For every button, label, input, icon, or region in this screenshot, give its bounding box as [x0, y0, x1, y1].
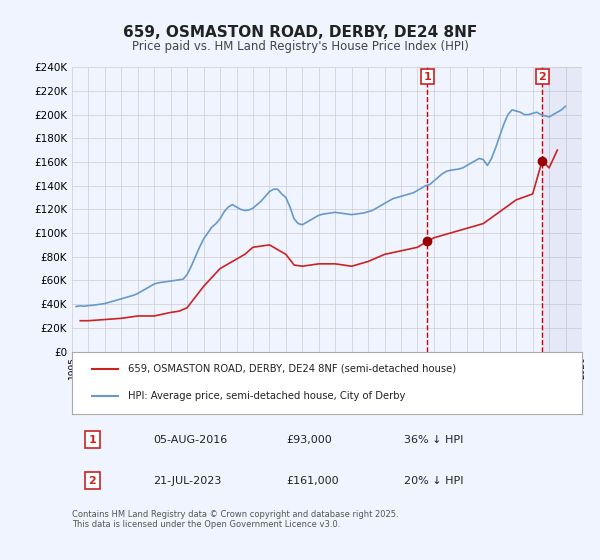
Text: £93,000: £93,000 — [286, 435, 332, 445]
Text: HPI: Average price, semi-detached house, City of Derby: HPI: Average price, semi-detached house,… — [128, 391, 406, 401]
Text: 21-JUL-2023: 21-JUL-2023 — [154, 475, 222, 486]
Text: £161,000: £161,000 — [286, 475, 339, 486]
Text: 36% ↓ HPI: 36% ↓ HPI — [404, 435, 463, 445]
Text: Contains HM Land Registry data © Crown copyright and database right 2025.
This d: Contains HM Land Registry data © Crown c… — [72, 510, 398, 529]
Text: 05-AUG-2016: 05-AUG-2016 — [154, 435, 228, 445]
Text: 659, OSMASTON ROAD, DERBY, DE24 8NF: 659, OSMASTON ROAD, DERBY, DE24 8NF — [123, 25, 477, 40]
Text: 20% ↓ HPI: 20% ↓ HPI — [404, 475, 463, 486]
Text: 2: 2 — [538, 72, 546, 82]
Text: 1: 1 — [89, 435, 96, 445]
Text: Price paid vs. HM Land Registry's House Price Index (HPI): Price paid vs. HM Land Registry's House … — [131, 40, 469, 53]
Bar — [542, 67, 582, 352]
Text: 2: 2 — [89, 475, 96, 486]
Text: 1: 1 — [424, 72, 431, 82]
Text: 659, OSMASTON ROAD, DERBY, DE24 8NF (semi-detached house): 659, OSMASTON ROAD, DERBY, DE24 8NF (sem… — [128, 364, 456, 374]
